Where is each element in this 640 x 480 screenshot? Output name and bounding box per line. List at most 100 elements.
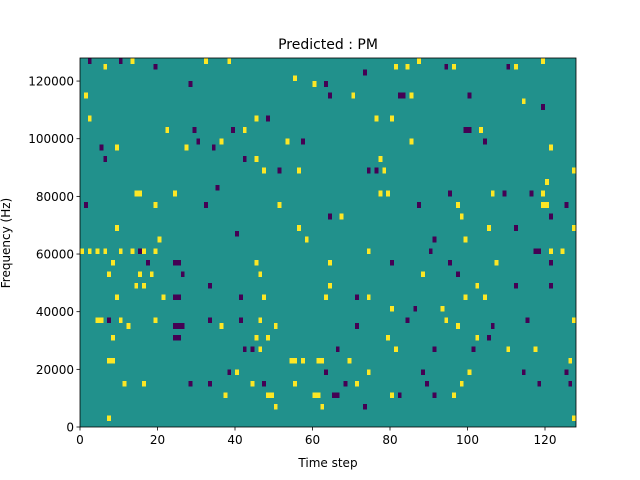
heatmap-cell-low (176, 323, 181, 329)
heatmap-cell-high (545, 202, 549, 208)
heatmap-cell-low (176, 294, 181, 301)
heatmap-cell-high (409, 92, 414, 99)
y-tick-label: 100000 (28, 132, 74, 146)
heatmap-cell-high (421, 271, 425, 278)
heatmap-cell-high (258, 317, 263, 324)
heatmap-cell-low (421, 369, 425, 376)
heatmap-cell-low (486, 334, 491, 341)
heatmap-cell-low (238, 294, 243, 301)
heatmap-cell-high (572, 415, 576, 422)
heatmap-cell-high (417, 58, 421, 64)
heatmap-cell-high (463, 236, 468, 243)
heatmap-cell-low (355, 323, 359, 329)
heatmap-cell-high (328, 282, 332, 289)
heatmap-cell-low (424, 380, 429, 387)
heatmap-cell-low (405, 317, 410, 324)
heatmap-cell-high (153, 248, 158, 255)
heatmap-cell-low (548, 259, 553, 266)
heatmap-cell-high (142, 248, 146, 255)
heatmap-cell-low (266, 115, 270, 122)
heatmap-cell-high (514, 63, 518, 70)
heatmap-cell-high (204, 58, 208, 64)
heatmap-cell-low (173, 334, 177, 341)
x-axis: 0 20 40 60 80 100 120 (76, 427, 556, 447)
heatmap-cell-high (114, 144, 119, 151)
heatmap-cell-low (335, 392, 340, 399)
y-axis: 0 20000 40000 60000 80000 100000 120000 (28, 75, 80, 435)
heatmap-cell-low (537, 248, 542, 255)
heatmap-cell-low (153, 63, 158, 70)
heatmap-cell-low (300, 138, 305, 145)
heatmap-cell-low (490, 323, 495, 329)
heatmap-cell-high (463, 294, 468, 301)
heatmap-cell-high (393, 346, 398, 353)
heatmap-cell-low (529, 190, 534, 197)
heatmap-cell-high (366, 369, 371, 376)
x-tick-label: 60 (305, 433, 320, 447)
heatmap-cell-high (99, 317, 104, 324)
heatmap-cell-high (223, 392, 228, 399)
heatmap-cell-high (254, 115, 259, 122)
heatmap-cell-high (300, 357, 305, 364)
heatmap-cell-low (176, 334, 181, 341)
heatmap-cell-high (142, 380, 146, 387)
heatmap-cell-low (328, 213, 332, 220)
heatmap-cell-low (324, 81, 328, 87)
heatmap-cell-high (126, 323, 131, 329)
heatmap-cell-high (483, 294, 487, 301)
heatmap-cell-low (467, 127, 472, 133)
heatmap-cell-high (95, 317, 100, 324)
heatmap-cell-low (103, 156, 108, 162)
heatmap-cell-low (448, 259, 452, 266)
heatmap-cell-high (118, 317, 123, 324)
heatmap-cell-low (238, 317, 243, 324)
heatmap-cell-high (316, 392, 321, 399)
heatmap-cell-low (397, 392, 402, 399)
heatmap-cell-low (324, 369, 328, 376)
heatmap-cell-low (227, 369, 232, 376)
heatmap-cell-low (444, 63, 449, 70)
heatmap-cell-high (254, 259, 259, 266)
heatmap-cell-high (138, 190, 142, 197)
y-tick-label: 40000 (36, 305, 74, 319)
x-tick-label: 100 (456, 433, 479, 447)
heatmap-cell-high (320, 357, 325, 364)
heatmap-cell-high (541, 58, 545, 64)
heatmap-cell-high (227, 58, 232, 64)
heatmap-cell-high (572, 225, 576, 231)
heatmap-cell-low (564, 369, 569, 376)
heatmap-cell-low (432, 236, 437, 243)
heatmap-cell-high (153, 202, 158, 208)
heatmap-cell-high (87, 248, 92, 255)
y-tick-label: 0 (66, 421, 74, 435)
heatmap-cell-high (250, 380, 255, 387)
heatmap-cell-high (273, 323, 278, 329)
heatmap-cell-high (87, 115, 92, 122)
heatmap-cell-high (80, 248, 84, 255)
heatmap-cell-high (134, 282, 139, 289)
heatmap-cell-high (83, 92, 88, 99)
heatmap-cell-low (432, 392, 437, 399)
heatmap-cell-high (386, 334, 390, 341)
heatmap-cell-high (111, 334, 115, 341)
heatmap-cell-low (107, 317, 111, 324)
heatmap-cell-high (273, 403, 278, 410)
heatmap-cell-low (390, 259, 394, 266)
heatmap-cell-high (130, 248, 135, 255)
heatmap-cell-high (153, 317, 158, 324)
x-tick-label: 20 (150, 433, 165, 447)
heatmap-cell-low (176, 259, 181, 266)
heatmap-cell-low (521, 369, 526, 376)
heatmap-cell-low (514, 225, 518, 231)
heatmap-cell-low (99, 144, 104, 151)
heatmap-cell-low (548, 213, 553, 220)
heatmap-cell-low (211, 144, 216, 151)
heatmap-cell-high (266, 392, 270, 399)
heatmap-cell-high (122, 380, 127, 387)
heatmap-cell-high (455, 202, 460, 208)
heatmap-cell-high (467, 369, 472, 376)
heatmap-cell-high (452, 63, 456, 70)
heatmap-cell-low (250, 346, 255, 353)
heatmap-cell-high (103, 248, 108, 255)
heatmap-cell-high (382, 167, 387, 174)
